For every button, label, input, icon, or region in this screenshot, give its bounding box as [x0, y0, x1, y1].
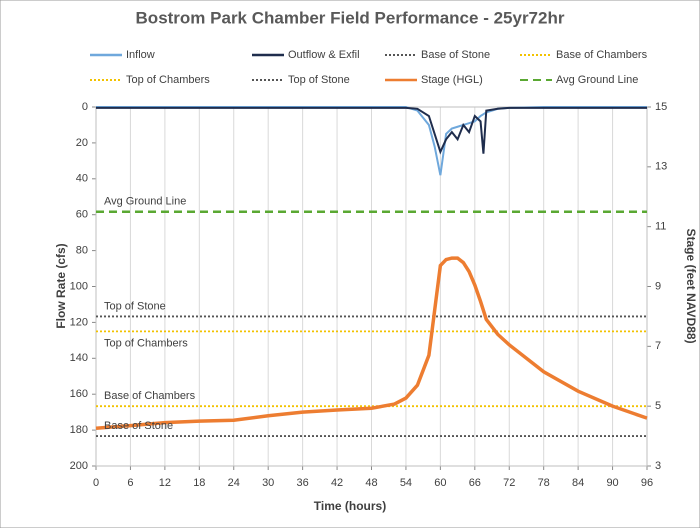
- y2-tick-label: 15: [655, 101, 667, 113]
- x-tick-label: 18: [193, 477, 205, 489]
- y2-axis-title: Stage (feet NAVD88): [684, 228, 698, 343]
- legend-label: Top of Stone: [288, 74, 350, 86]
- x-tick-label: 6: [127, 477, 133, 489]
- y-tick-label: 180: [70, 424, 88, 436]
- legend-label: Avg Ground Line: [556, 74, 638, 86]
- line-annotation: Base of Stone: [104, 420, 173, 432]
- x-tick-label: 42: [331, 477, 343, 489]
- x-axis-title: Time (hours): [314, 499, 386, 513]
- y-tick-label: 60: [76, 209, 88, 221]
- line-annotation: Top of Stone: [104, 300, 166, 312]
- y-tick-label: 0: [82, 101, 88, 113]
- chart-title: Bostrom Park Chamber Field Performance -…: [136, 8, 565, 27]
- line-annotation: Avg Ground Line: [104, 196, 186, 208]
- y-tick-label: 40: [76, 173, 88, 185]
- x-tick-label: 84: [572, 477, 584, 489]
- x-tick-label: 66: [469, 477, 481, 489]
- x-tick-label: 90: [606, 477, 618, 489]
- legend-label: Base of Chambers: [556, 49, 648, 61]
- y-tick-label: 20: [76, 137, 88, 149]
- legend-label: Stage (HGL): [421, 74, 483, 86]
- legend-label: Outflow & Exfil: [288, 49, 360, 61]
- legend-label: Inflow: [126, 49, 155, 61]
- y2-tick-label: 11: [655, 221, 666, 233]
- series-line: [95, 256, 648, 431]
- y2-tick-label: 7: [655, 340, 661, 352]
- x-tick-label: 24: [228, 477, 240, 489]
- y-tick-label: 100: [70, 280, 88, 292]
- y2-tick-label: 5: [655, 400, 661, 412]
- x-tick-label: 0: [93, 477, 99, 489]
- y-tick-label: 80: [76, 245, 88, 257]
- x-tick-label: 30: [262, 477, 274, 489]
- line-annotation: Top of Chambers: [104, 337, 188, 349]
- y-tick-label: 160: [70, 388, 88, 400]
- x-tick-label: 12: [159, 477, 171, 489]
- legend-label: Top of Chambers: [126, 74, 210, 86]
- y2-tick-label: 3: [655, 460, 661, 472]
- y2-tick-label: 13: [655, 161, 667, 173]
- x-tick-label: 60: [434, 477, 446, 489]
- y2-tick-label: 9: [655, 280, 661, 292]
- y-tick-label: 120: [70, 316, 88, 328]
- series-line: [96, 106, 647, 155]
- x-tick-label: 54: [400, 477, 412, 489]
- x-tick-label: 48: [365, 477, 377, 489]
- x-tick-label: 78: [538, 477, 550, 489]
- line-annotation: Base of Chambers: [104, 390, 196, 402]
- y-tick-label: 140: [70, 352, 88, 364]
- x-tick-label: 36: [297, 477, 309, 489]
- y-tick-label: 200: [70, 460, 88, 472]
- legend-label: Base of Stone: [421, 49, 490, 61]
- x-tick-label: 72: [503, 477, 515, 489]
- y-axis-title: Flow Rate (cfs): [54, 243, 68, 328]
- x-tick-label: 96: [641, 477, 653, 489]
